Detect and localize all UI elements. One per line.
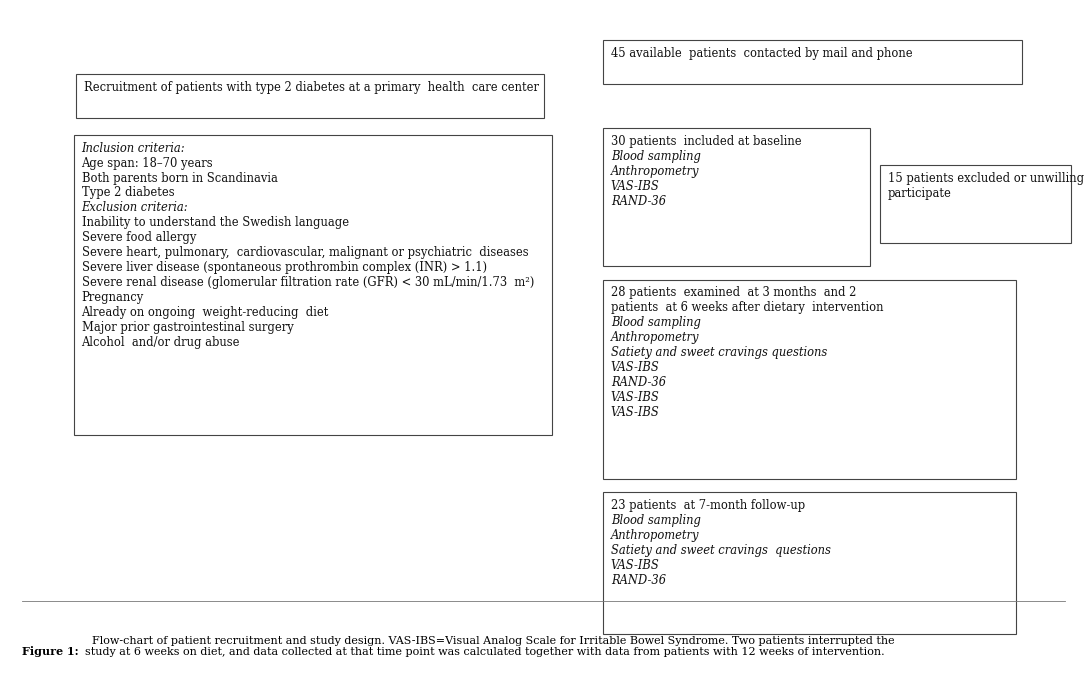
Text: Both parents born in Scandinavia: Both parents born in Scandinavia bbox=[82, 171, 277, 185]
Text: Severe renal disease (glomerular filtration rate (GFR) < 30 mL/min/1.73  m²): Severe renal disease (glomerular filtrat… bbox=[82, 276, 534, 289]
Text: Blood sampling: Blood sampling bbox=[611, 316, 701, 330]
Text: Figure 1:: Figure 1: bbox=[22, 646, 78, 657]
Text: 45 available  patients  contacted by mail and phone: 45 available patients contacted by mail … bbox=[611, 47, 912, 60]
Text: Inclusion criteria:: Inclusion criteria: bbox=[82, 142, 185, 154]
FancyBboxPatch shape bbox=[603, 40, 1022, 84]
FancyBboxPatch shape bbox=[880, 165, 1071, 243]
Text: VAS-IBS: VAS-IBS bbox=[611, 180, 660, 193]
Text: Recruitment of patients with type 2 diabetes at a primary  health  care center: Recruitment of patients with type 2 diab… bbox=[84, 81, 539, 94]
Text: Inability to understand the Swedish language: Inability to understand the Swedish lang… bbox=[82, 216, 349, 229]
Text: 23 patients  at 7-month follow-up: 23 patients at 7-month follow-up bbox=[611, 499, 805, 512]
Text: Flow-chart of patient recruitment and study design. VAS-IBS=Visual Analog Scale : Flow-chart of patient recruitment and st… bbox=[85, 636, 895, 657]
Text: Satiety and sweet cravings questions: Satiety and sweet cravings questions bbox=[611, 346, 827, 359]
Text: Pregnancy: Pregnancy bbox=[82, 291, 143, 305]
FancyBboxPatch shape bbox=[74, 135, 552, 435]
Text: VAS-IBS: VAS-IBS bbox=[611, 361, 660, 374]
Text: VAS-IBS: VAS-IBS bbox=[611, 406, 660, 419]
Text: Blood sampling: Blood sampling bbox=[611, 150, 701, 163]
Text: Major prior gastrointestinal surgery: Major prior gastrointestinal surgery bbox=[82, 321, 293, 334]
Text: Severe liver disease (spontaneous prothrombin complex (INR) > 1.1): Severe liver disease (spontaneous prothr… bbox=[82, 262, 487, 274]
Text: VAS-IBS: VAS-IBS bbox=[611, 559, 660, 572]
Text: Severe food allergy: Severe food allergy bbox=[82, 231, 196, 245]
FancyBboxPatch shape bbox=[603, 492, 1016, 634]
Text: Satiety and sweet cravings  questions: Satiety and sweet cravings questions bbox=[611, 544, 830, 557]
Text: 30 patients  included at baseline: 30 patients included at baseline bbox=[611, 135, 801, 148]
Text: Alcohol  and/or drug abuse: Alcohol and/or drug abuse bbox=[82, 336, 240, 349]
Text: Severe heart, pulmonary,  cardiovascular, malignant or psychiatric  diseases: Severe heart, pulmonary, cardiovascular,… bbox=[82, 247, 528, 259]
Text: Anthropometry: Anthropometry bbox=[611, 332, 699, 344]
Text: RAND-36: RAND-36 bbox=[611, 376, 666, 390]
FancyBboxPatch shape bbox=[603, 128, 870, 266]
Text: VAS-IBS: VAS-IBS bbox=[611, 392, 660, 404]
FancyBboxPatch shape bbox=[603, 280, 1016, 479]
Text: Exclusion criteria:: Exclusion criteria: bbox=[82, 202, 188, 214]
Text: 15 patients excluded or unwilling to: 15 patients excluded or unwilling to bbox=[888, 172, 1087, 185]
Text: Age span: 18–70 years: Age span: 18–70 years bbox=[82, 156, 213, 170]
Text: Anthropometry: Anthropometry bbox=[611, 164, 699, 178]
Text: participate: participate bbox=[888, 187, 952, 200]
Text: RAND-36: RAND-36 bbox=[611, 195, 666, 208]
FancyBboxPatch shape bbox=[76, 74, 544, 118]
Text: Blood sampling: Blood sampling bbox=[611, 514, 701, 527]
Text: Already on ongoing  weight-reducing  diet: Already on ongoing weight-reducing diet bbox=[82, 307, 329, 319]
Text: 28 patients  examined  at 3 months  and 2: 28 patients examined at 3 months and 2 bbox=[611, 286, 857, 299]
Text: RAND-36: RAND-36 bbox=[611, 574, 666, 586]
Text: patients  at 6 weeks after dietary  intervention: patients at 6 weeks after dietary interv… bbox=[611, 301, 884, 315]
Text: Type 2 diabetes: Type 2 diabetes bbox=[82, 187, 174, 200]
Text: Anthropometry: Anthropometry bbox=[611, 528, 699, 542]
